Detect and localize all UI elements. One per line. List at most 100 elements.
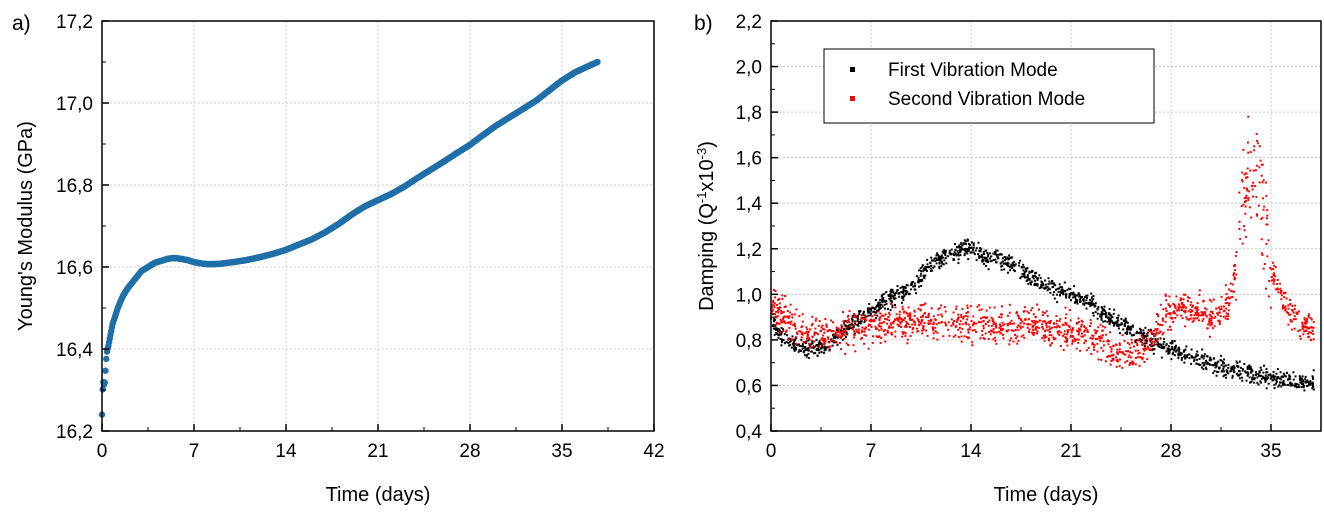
- first-mode-point: [822, 352, 825, 354]
- first-mode-point: [825, 348, 827, 351]
- second-mode-point: [805, 330, 808, 333]
- second-mode-point: [1261, 181, 1264, 184]
- panel-b-x-axis-title: Time (days): [994, 484, 1099, 506]
- second-mode-point: [967, 331, 970, 334]
- second-mode-point: [923, 303, 926, 306]
- first-mode-point: [1214, 361, 1217, 364]
- second-mode-point: [957, 313, 960, 316]
- second-mode-point: [1285, 297, 1288, 300]
- second-mode-point: [1008, 303, 1011, 306]
- second-mode-point: [1169, 305, 1172, 307]
- second-mode-point: [1041, 320, 1044, 323]
- x-tick-label-b: 0: [766, 441, 777, 462]
- first-mode-point: [1129, 332, 1132, 335]
- second-mode-point: [1243, 197, 1246, 200]
- second-mode-point: [1086, 329, 1089, 332]
- second-mode-point: [1035, 326, 1037, 329]
- second-mode-point: [800, 326, 803, 329]
- first-mode-point: [867, 309, 869, 312]
- second-mode-point: [1150, 343, 1153, 346]
- first-mode-point: [851, 317, 853, 320]
- second-mode-point: [1187, 310, 1190, 313]
- second-mode-point: [778, 298, 781, 300]
- first-mode-point: [1263, 364, 1265, 367]
- first-mode-point: [997, 253, 1000, 256]
- first-mode-point: [1146, 339, 1148, 342]
- second-mode-point: [1228, 288, 1230, 291]
- x-tick-label-b: 14: [960, 441, 982, 462]
- second-mode-point: [1162, 331, 1165, 334]
- second-mode-point: [1036, 320, 1039, 323]
- second-mode-point: [817, 324, 820, 327]
- first-mode-point: [1171, 348, 1174, 350]
- first-mode-point: [941, 262, 944, 265]
- second-mode-point: [991, 320, 994, 323]
- second-mode-point: [1141, 344, 1144, 347]
- second-mode-point: [1272, 282, 1275, 285]
- second-mode-point: [1031, 307, 1034, 310]
- second-mode-point: [909, 316, 912, 319]
- first-mode-point: [1096, 317, 1099, 320]
- first-mode-point: [1205, 366, 1207, 369]
- second-mode-point: [830, 330, 833, 333]
- second-mode-point: [1294, 304, 1296, 307]
- first-mode-point: [1263, 376, 1266, 379]
- second-mode-point: [1141, 356, 1144, 359]
- second-mode-point: [1002, 324, 1004, 327]
- second-mode-point: [1262, 179, 1265, 182]
- first-mode-point: [1070, 292, 1073, 295]
- second-mode-point: [837, 334, 840, 337]
- first-mode-point: [1000, 253, 1003, 256]
- second-mode-point: [839, 336, 842, 338]
- second-mode-point: [823, 331, 826, 334]
- first-mode-point: [1029, 281, 1032, 284]
- first-mode-point: [932, 266, 935, 269]
- first-mode-point: [1093, 305, 1096, 308]
- first-mode-point: [938, 262, 941, 264]
- first-mode-point: [875, 304, 878, 307]
- second-mode-point: [842, 320, 845, 323]
- first-mode-point: [1055, 288, 1057, 291]
- first-mode-point: [1198, 358, 1201, 360]
- second-mode-point: [1303, 317, 1306, 320]
- second-mode-point: [1118, 344, 1121, 347]
- first-mode-point: [1078, 300, 1081, 303]
- second-mode-point: [1200, 311, 1203, 313]
- second-mode-point: [1079, 349, 1082, 352]
- first-mode-point: [1175, 349, 1178, 352]
- second-mode-point: [1008, 311, 1011, 314]
- first-mode-point: [1040, 280, 1043, 283]
- second-mode-point: [998, 326, 1001, 329]
- first-mode-point: [1025, 270, 1028, 273]
- first-mode-point: [990, 255, 993, 258]
- second-mode-point: [1276, 278, 1279, 281]
- second-mode-point: [782, 316, 785, 319]
- second-mode-point: [1006, 324, 1009, 327]
- second-mode-point: [960, 316, 963, 319]
- second-mode-point: [1028, 328, 1031, 331]
- second-mode-point: [959, 320, 962, 323]
- second-mode-point: [853, 330, 856, 333]
- first-mode-point: [1167, 345, 1170, 348]
- first-mode-point: [1096, 308, 1099, 311]
- first-mode-point: [812, 352, 815, 355]
- first-mode-point: [1196, 350, 1199, 353]
- first-mode-point: [1201, 348, 1204, 351]
- first-mode-point: [1023, 274, 1026, 277]
- first-mode-point: [1126, 321, 1129, 324]
- second-mode-point: [1271, 279, 1273, 282]
- second-mode-point: [922, 324, 925, 327]
- second-mode-point: [1065, 313, 1068, 316]
- first-mode-point: [913, 282, 916, 285]
- second-mode-point: [958, 326, 961, 329]
- first-mode-point: [892, 291, 895, 294]
- second-mode-point: [840, 324, 843, 327]
- second-mode-point: [1194, 317, 1197, 320]
- first-mode-point: [1014, 263, 1017, 266]
- second-mode-point: [1191, 320, 1194, 323]
- first-mode-point: [850, 327, 853, 330]
- first-mode-point: [941, 256, 944, 259]
- second-mode-point: [1307, 315, 1310, 318]
- second-mode-point: [1055, 315, 1058, 318]
- second-mode-point: [778, 322, 781, 325]
